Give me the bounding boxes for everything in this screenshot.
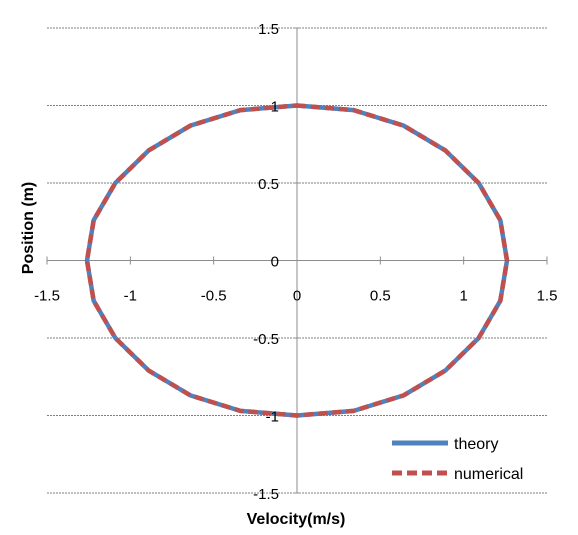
y-tick-label: -1: [266, 409, 279, 426]
axes: [46, 27, 548, 494]
y-tick-label: 0.5: [258, 176, 279, 193]
y-tick-label: 1: [271, 99, 279, 116]
y-tick-label: 0: [271, 254, 279, 271]
y-tick-label: -0.5: [253, 331, 279, 348]
legend-label-numerical: numerical: [454, 466, 523, 483]
series-layer: [84, 103, 510, 418]
y-tick-label: -1.5: [253, 486, 279, 503]
series-line-numerical: [84, 103, 510, 418]
tick-labels: -1.5 -1 -0.5 0 0.5 1 1.5 1.5 1 0.5 0 -0.5 -1 -1.5: [34, 21, 557, 503]
x-tick-label: -0.5: [201, 288, 227, 305]
x-tick-label: 1.5: [537, 288, 558, 305]
x-tick-label: -1.5: [34, 288, 60, 305]
y-axis-title: Position (m): [20, 182, 37, 274]
x-axis-title: Velocity(m/s): [247, 511, 346, 528]
legend: theory numerical: [392, 436, 523, 483]
x-tick-label: 1: [459, 288, 467, 305]
x-tick-label: 0: [293, 288, 301, 305]
x-tick-label: 0.5: [370, 288, 391, 305]
x-tick-label: -1: [124, 288, 137, 305]
legend-label-theory: theory: [454, 436, 498, 453]
y-tick-label: 1.5: [258, 21, 279, 38]
